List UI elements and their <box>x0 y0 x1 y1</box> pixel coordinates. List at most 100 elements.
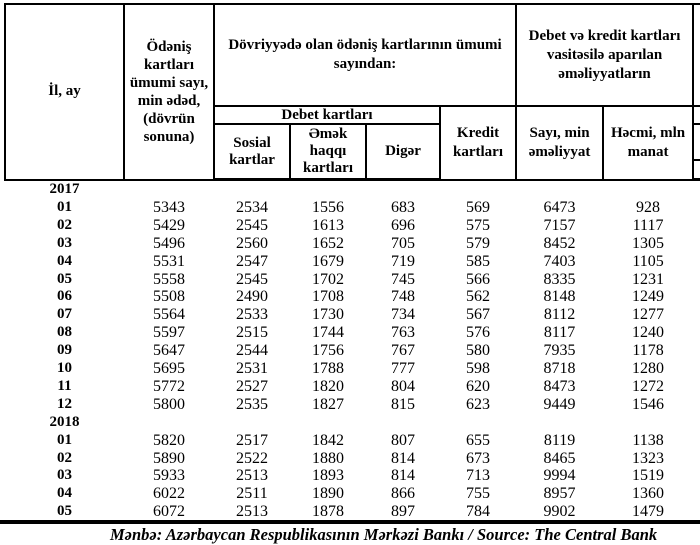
empty-cell <box>693 414 700 432</box>
value-cell: 2513 <box>236 467 268 485</box>
value-cell: 8117 <box>543 324 576 342</box>
empty-cell <box>693 253 700 271</box>
value-cell: 6072 <box>153 503 185 521</box>
month-cell: 01 <box>57 198 72 215</box>
data-row: 02 5429 2545 1613 696 575 7157 1117 <box>5 217 700 235</box>
data-row: 10 5695 2531 1788 777 598 8718 1280 <box>5 360 700 378</box>
value-cell: 5695 <box>153 360 185 378</box>
data-row: 07 5564 2533 1730 734 567 8112 1277 <box>5 306 700 324</box>
value-cell: 1519 <box>632 467 665 485</box>
data-row: 01 5343 2534 1556 683 569 6473 928 <box>5 199 700 217</box>
month-cell: 05 <box>57 503 72 520</box>
value-cell: 1820 <box>312 377 344 395</box>
value-cell: 579 <box>466 234 491 252</box>
value-cell: 5508 <box>153 288 185 306</box>
year-cell: 2018 <box>49 413 80 430</box>
value-cell: 2490 <box>236 288 268 306</box>
value-cell: 5531 <box>153 252 185 270</box>
empty-cell <box>693 378 700 396</box>
value-cell: 569 <box>466 198 491 216</box>
month-cell: 02 <box>57 449 72 466</box>
value-cell: 8148 <box>543 288 576 306</box>
header-operations-count: Sayı, min əməliyyat <box>515 105 605 181</box>
value-cell: 7935 <box>543 342 576 360</box>
value-cell: 1878 <box>312 503 344 521</box>
value-cell: 2531 <box>236 360 268 378</box>
value-cell: 745 <box>391 270 415 288</box>
footer-rule <box>0 520 700 524</box>
month-cell: 01 <box>57 431 72 448</box>
header-cutoff-column-top <box>692 3 700 107</box>
value-cell: 928 <box>636 198 661 216</box>
value-cell: 7403 <box>543 252 576 270</box>
value-cell: 8473 <box>543 377 576 395</box>
month-cell: 03 <box>57 467 72 484</box>
month-cell: 07 <box>57 306 72 323</box>
value-cell: 777 <box>391 360 415 378</box>
value-cell: 696 <box>391 216 415 234</box>
value-cell: 2511 <box>236 485 268 503</box>
value-cell: 1360 <box>632 485 665 503</box>
empty-cell <box>214 414 290 432</box>
data-row: 05 5558 2545 1702 745 566 8335 1231 <box>5 271 700 289</box>
value-cell: 2560 <box>236 234 268 252</box>
value-cell: 1249 <box>632 288 665 306</box>
value-cell: 719 <box>391 252 415 270</box>
empty-cell <box>693 271 700 289</box>
data-row: 04 5531 2547 1679 719 585 7403 1105 <box>5 253 700 271</box>
value-cell: 807 <box>391 431 415 449</box>
value-cell: 2527 <box>236 377 268 395</box>
value-cell: 1613 <box>312 216 344 234</box>
empty-cell <box>693 235 700 253</box>
value-cell: 9994 <box>543 467 576 485</box>
empty-cell <box>440 414 516 432</box>
empty-cell <box>693 288 700 306</box>
empty-cell <box>693 396 700 414</box>
value-cell: 5647 <box>153 342 185 360</box>
value-cell: 1890 <box>312 485 344 503</box>
value-cell: 1893 <box>312 467 344 485</box>
value-cell: 6022 <box>153 485 185 503</box>
empty-cell <box>516 180 603 199</box>
header-salary-cards: Əmək haqqı kartları <box>289 123 367 181</box>
value-cell: 5890 <box>153 449 185 467</box>
value-cell: 814 <box>391 467 415 485</box>
empty-cell <box>603 414 693 432</box>
value-cell: 566 <box>466 270 491 288</box>
source-note: Mənbə: Azərbaycan Respublikasının Mərkəz… <box>110 525 658 544</box>
month-cell: 10 <box>57 360 72 377</box>
value-cell: 5429 <box>153 216 185 234</box>
value-cell: 897 <box>391 503 415 521</box>
header-other-cards: Digər <box>365 123 441 181</box>
empty-cell <box>516 414 603 432</box>
value-cell: 5772 <box>153 377 185 395</box>
empty-cell <box>693 324 700 342</box>
year-row: 2017 <box>5 180 700 199</box>
month-cell: 04 <box>57 252 72 269</box>
month-cell: 08 <box>57 324 72 341</box>
value-cell: 2515 <box>236 324 268 342</box>
empty-cell <box>693 450 700 468</box>
value-cell: 1178 <box>632 342 664 360</box>
value-cell: 2545 <box>236 270 268 288</box>
empty-cell <box>693 432 700 450</box>
value-cell: 1323 <box>632 449 665 467</box>
header-total-cards: Ödəniş kartları ümumi sayı, min ədəd, (d… <box>123 3 215 181</box>
cutoff-column-divider <box>694 143 700 161</box>
value-cell: 5564 <box>153 306 185 324</box>
value-cell: 1280 <box>632 360 665 378</box>
value-cell: 562 <box>466 288 491 306</box>
year-cell: 2017 <box>49 180 80 197</box>
empty-cell <box>693 342 700 360</box>
month-cell: 06 <box>57 288 72 305</box>
value-cell: 9902 <box>543 503 576 521</box>
value-cell: 5343 <box>153 198 185 216</box>
value-cell: 2522 <box>236 449 268 467</box>
value-cell: 2544 <box>236 342 268 360</box>
value-cell: 1708 <box>312 288 344 306</box>
value-cell: 5597 <box>153 324 185 342</box>
value-cell: 1231 <box>632 270 665 288</box>
empty-cell <box>124 414 214 432</box>
value-cell: 1305 <box>632 234 665 252</box>
value-cell: 1880 <box>312 449 344 467</box>
